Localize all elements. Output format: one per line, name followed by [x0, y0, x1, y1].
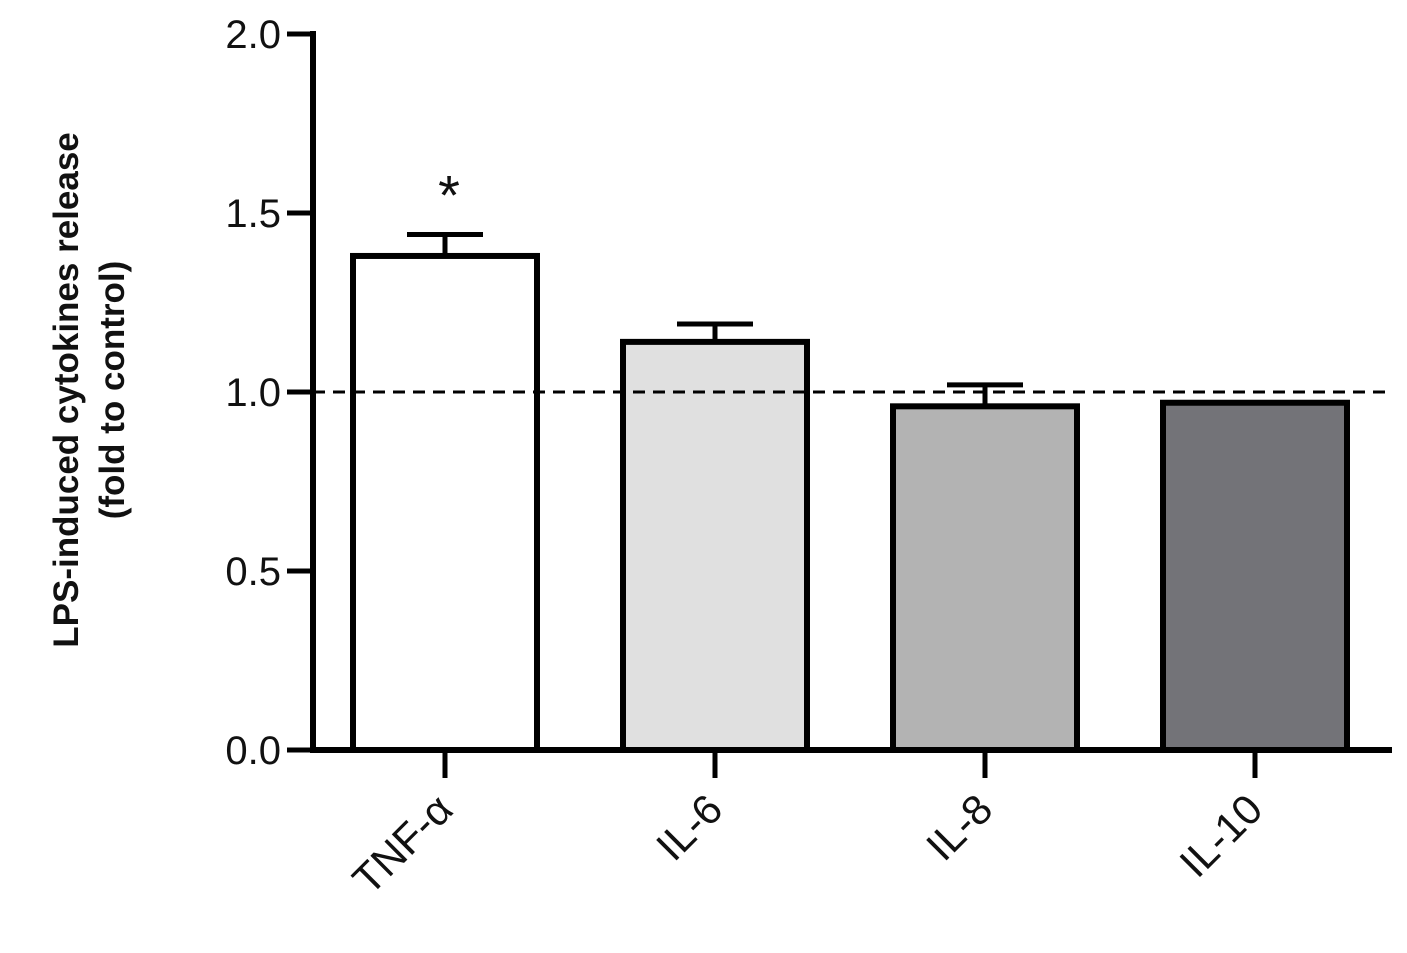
y-tick-label-4: 2.0 [225, 13, 281, 57]
x-tick-label-1: TNF-α [343, 785, 461, 903]
x-tick-label-4: IL-10 [1170, 785, 1271, 886]
y-axis-title-line1: LPS-induced cytokines release [47, 132, 86, 647]
y-tick-label-1: 0.5 [225, 550, 281, 594]
y-tick-label-0: 0.0 [225, 729, 281, 773]
x-tick-label-2: IL-6 [647, 785, 731, 869]
bar-1 [350, 252, 540, 754]
plot-area: 0.0 0.5 1.0 1.5 2.0 TNF-α IL-6 IL-8 IL-10 * [225, 13, 1392, 903]
bar-4 [1160, 399, 1350, 753]
y-axis-title: LPS-induced cytokines release (fold to c… [47, 132, 132, 647]
bar-2 [620, 338, 810, 753]
x-tick-label-3: IL-8 [917, 785, 1001, 869]
y-tick-label-3: 1.5 [225, 192, 281, 236]
y-tick-label-2: 1.0 [225, 371, 281, 415]
significance-marker-1: * [438, 163, 460, 226]
bar-3 [890, 403, 1080, 753]
y-axis-title-line2: (fold to control) [93, 261, 132, 520]
